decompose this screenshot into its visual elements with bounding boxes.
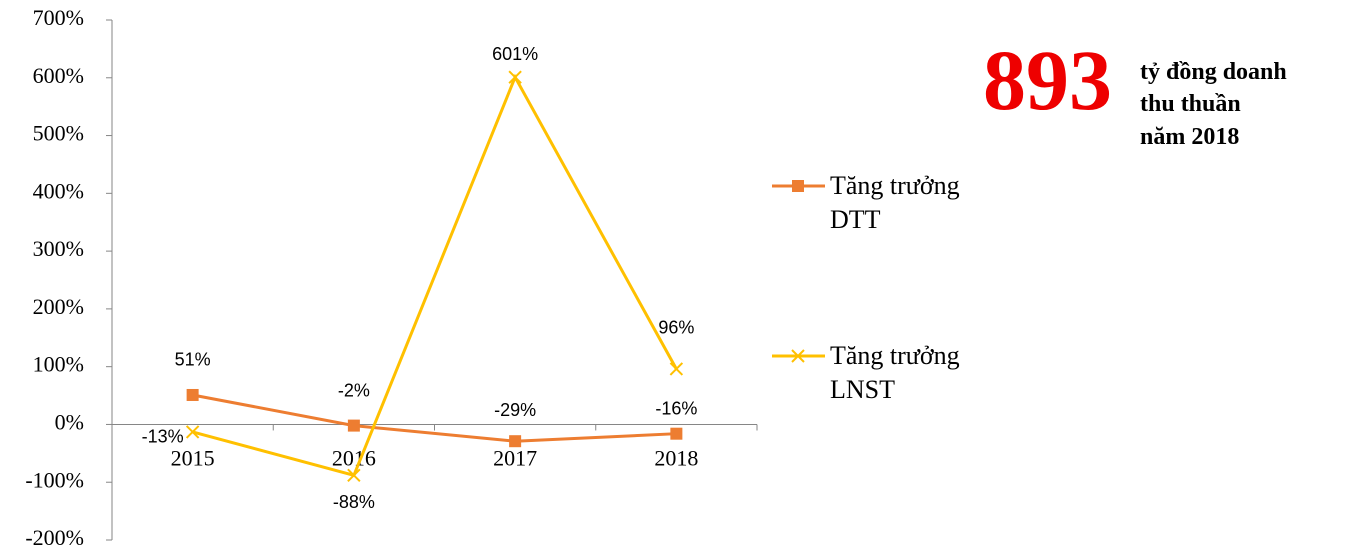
y-tick-label: -100% xyxy=(25,467,84,492)
y-tick-label: -200% xyxy=(25,525,84,550)
y-tick-label: 0% xyxy=(55,409,84,434)
x-tick-label: 2016 xyxy=(332,445,376,470)
data-label: -88% xyxy=(333,492,375,512)
marker xyxy=(186,388,199,401)
marker xyxy=(792,180,804,192)
y-tick-label: 500% xyxy=(33,121,84,146)
series-line xyxy=(192,393,677,443)
data-label: 96% xyxy=(658,318,694,338)
x-tick-label: 2018 xyxy=(654,445,698,470)
y-tick-label: 700% xyxy=(33,5,84,30)
marker xyxy=(185,425,200,439)
data-label: 51% xyxy=(175,350,211,370)
annotation-text: tỷ đồng doanh xyxy=(1140,59,1287,85)
marker xyxy=(508,70,522,84)
annotation-number: 893 xyxy=(983,32,1112,128)
data-label: -13% xyxy=(142,427,184,447)
marker xyxy=(791,349,805,363)
legend-label: Tăng trưởng LNST xyxy=(830,341,960,404)
annotation-text: thu thuần xyxy=(1140,91,1241,117)
legend-label: Tăng trưởng DTT xyxy=(830,171,960,234)
data-label: 601% xyxy=(492,44,538,64)
marker xyxy=(509,435,522,448)
x-tick-label: 2015 xyxy=(171,445,215,470)
marker xyxy=(669,362,684,376)
y-tick-label: 100% xyxy=(33,352,84,377)
y-tick-label: 300% xyxy=(33,236,84,261)
y-tick-label: 400% xyxy=(33,178,84,203)
data-label: -29% xyxy=(494,400,536,420)
marker xyxy=(347,468,361,482)
x-tick-label: 2017 xyxy=(493,445,537,470)
series-line xyxy=(192,73,678,478)
y-tick-label: 200% xyxy=(33,294,84,319)
annotation-text: năm 2018 xyxy=(1140,124,1240,150)
marker xyxy=(670,427,683,440)
data-label: -16% xyxy=(655,398,697,418)
marker xyxy=(347,419,360,432)
data-label: -2% xyxy=(338,380,370,400)
y-tick-label: 600% xyxy=(33,63,84,88)
